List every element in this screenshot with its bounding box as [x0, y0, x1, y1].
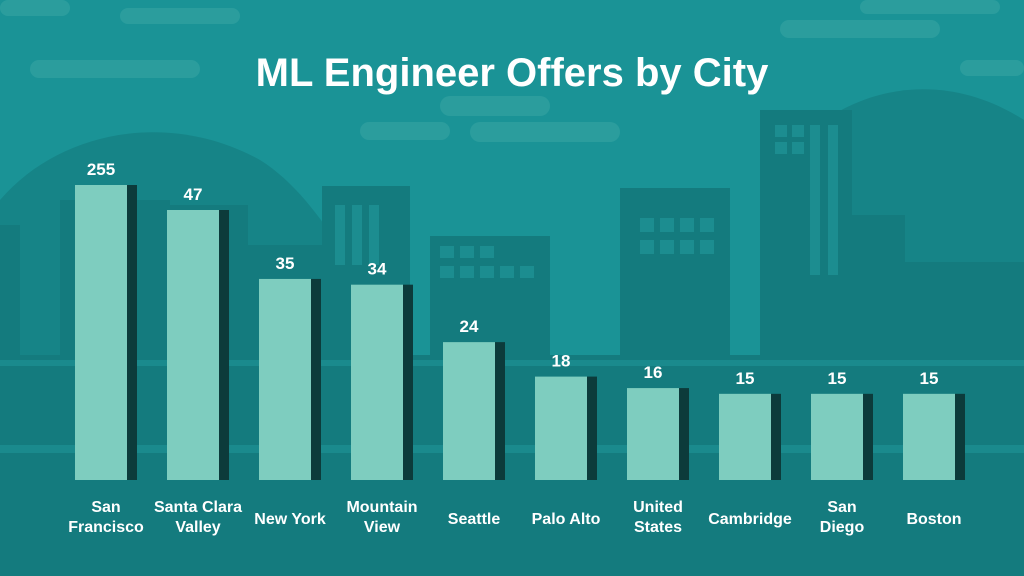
bar [627, 388, 679, 480]
value-label: 15 [828, 369, 847, 388]
bar-shadow [679, 388, 689, 480]
building-windows [335, 125, 838, 278]
bar-shadow [311, 278, 321, 480]
category-labels: San Francisco Santa Clara Valley New York Mou… [68, 499, 961, 536]
value-label: 18 [552, 352, 571, 371]
category-label: United [633, 499, 683, 516]
category-label: San [91, 499, 120, 516]
value-label: 35 [276, 254, 295, 273]
category-label: Seattle [448, 511, 501, 528]
bar [719, 393, 771, 480]
category-label: Cambridge [708, 511, 792, 528]
bar [903, 393, 955, 480]
value-label: 24 [460, 317, 479, 336]
clouds [0, 0, 1024, 142]
bar-shadow [495, 342, 505, 480]
category-label: Valley [175, 519, 220, 536]
bar-shadow [863, 393, 873, 480]
category-label: New York [254, 511, 326, 528]
bar-shadow [587, 376, 597, 480]
bar-shadow [219, 210, 229, 480]
category-label: Mountain [346, 499, 417, 516]
bar [259, 278, 311, 480]
value-label: 15 [920, 369, 939, 388]
bar-shadow [771, 393, 781, 480]
category-label: Santa Clara [154, 499, 242, 516]
bar-shadow [403, 284, 413, 480]
value-label: 47 [184, 185, 203, 204]
value-labels: 255 47 35 34 24 18 16 15 15 15 [87, 160, 939, 388]
bars [75, 185, 965, 480]
bar [75, 185, 127, 480]
bar-shadow [127, 185, 137, 480]
category-label: States [634, 519, 682, 536]
category-label: San [827, 499, 856, 516]
category-label: Francisco [68, 519, 144, 536]
bar [535, 376, 587, 480]
category-label: Boston [906, 511, 961, 528]
bar [811, 393, 863, 480]
value-label: 16 [644, 363, 663, 382]
value-label: 34 [368, 260, 387, 279]
bar [167, 210, 219, 480]
category-label: Diego [820, 519, 865, 536]
chart-title: ML Engineer Offers by City [256, 51, 769, 95]
value-label: 15 [736, 369, 755, 388]
category-label: View [364, 519, 401, 536]
bar [351, 284, 403, 480]
bar [443, 342, 495, 480]
foreground-railing [0, 360, 1024, 453]
category-label: Palo Alto [532, 511, 601, 528]
bar-shadow [955, 393, 965, 480]
value-label: 255 [87, 160, 115, 179]
